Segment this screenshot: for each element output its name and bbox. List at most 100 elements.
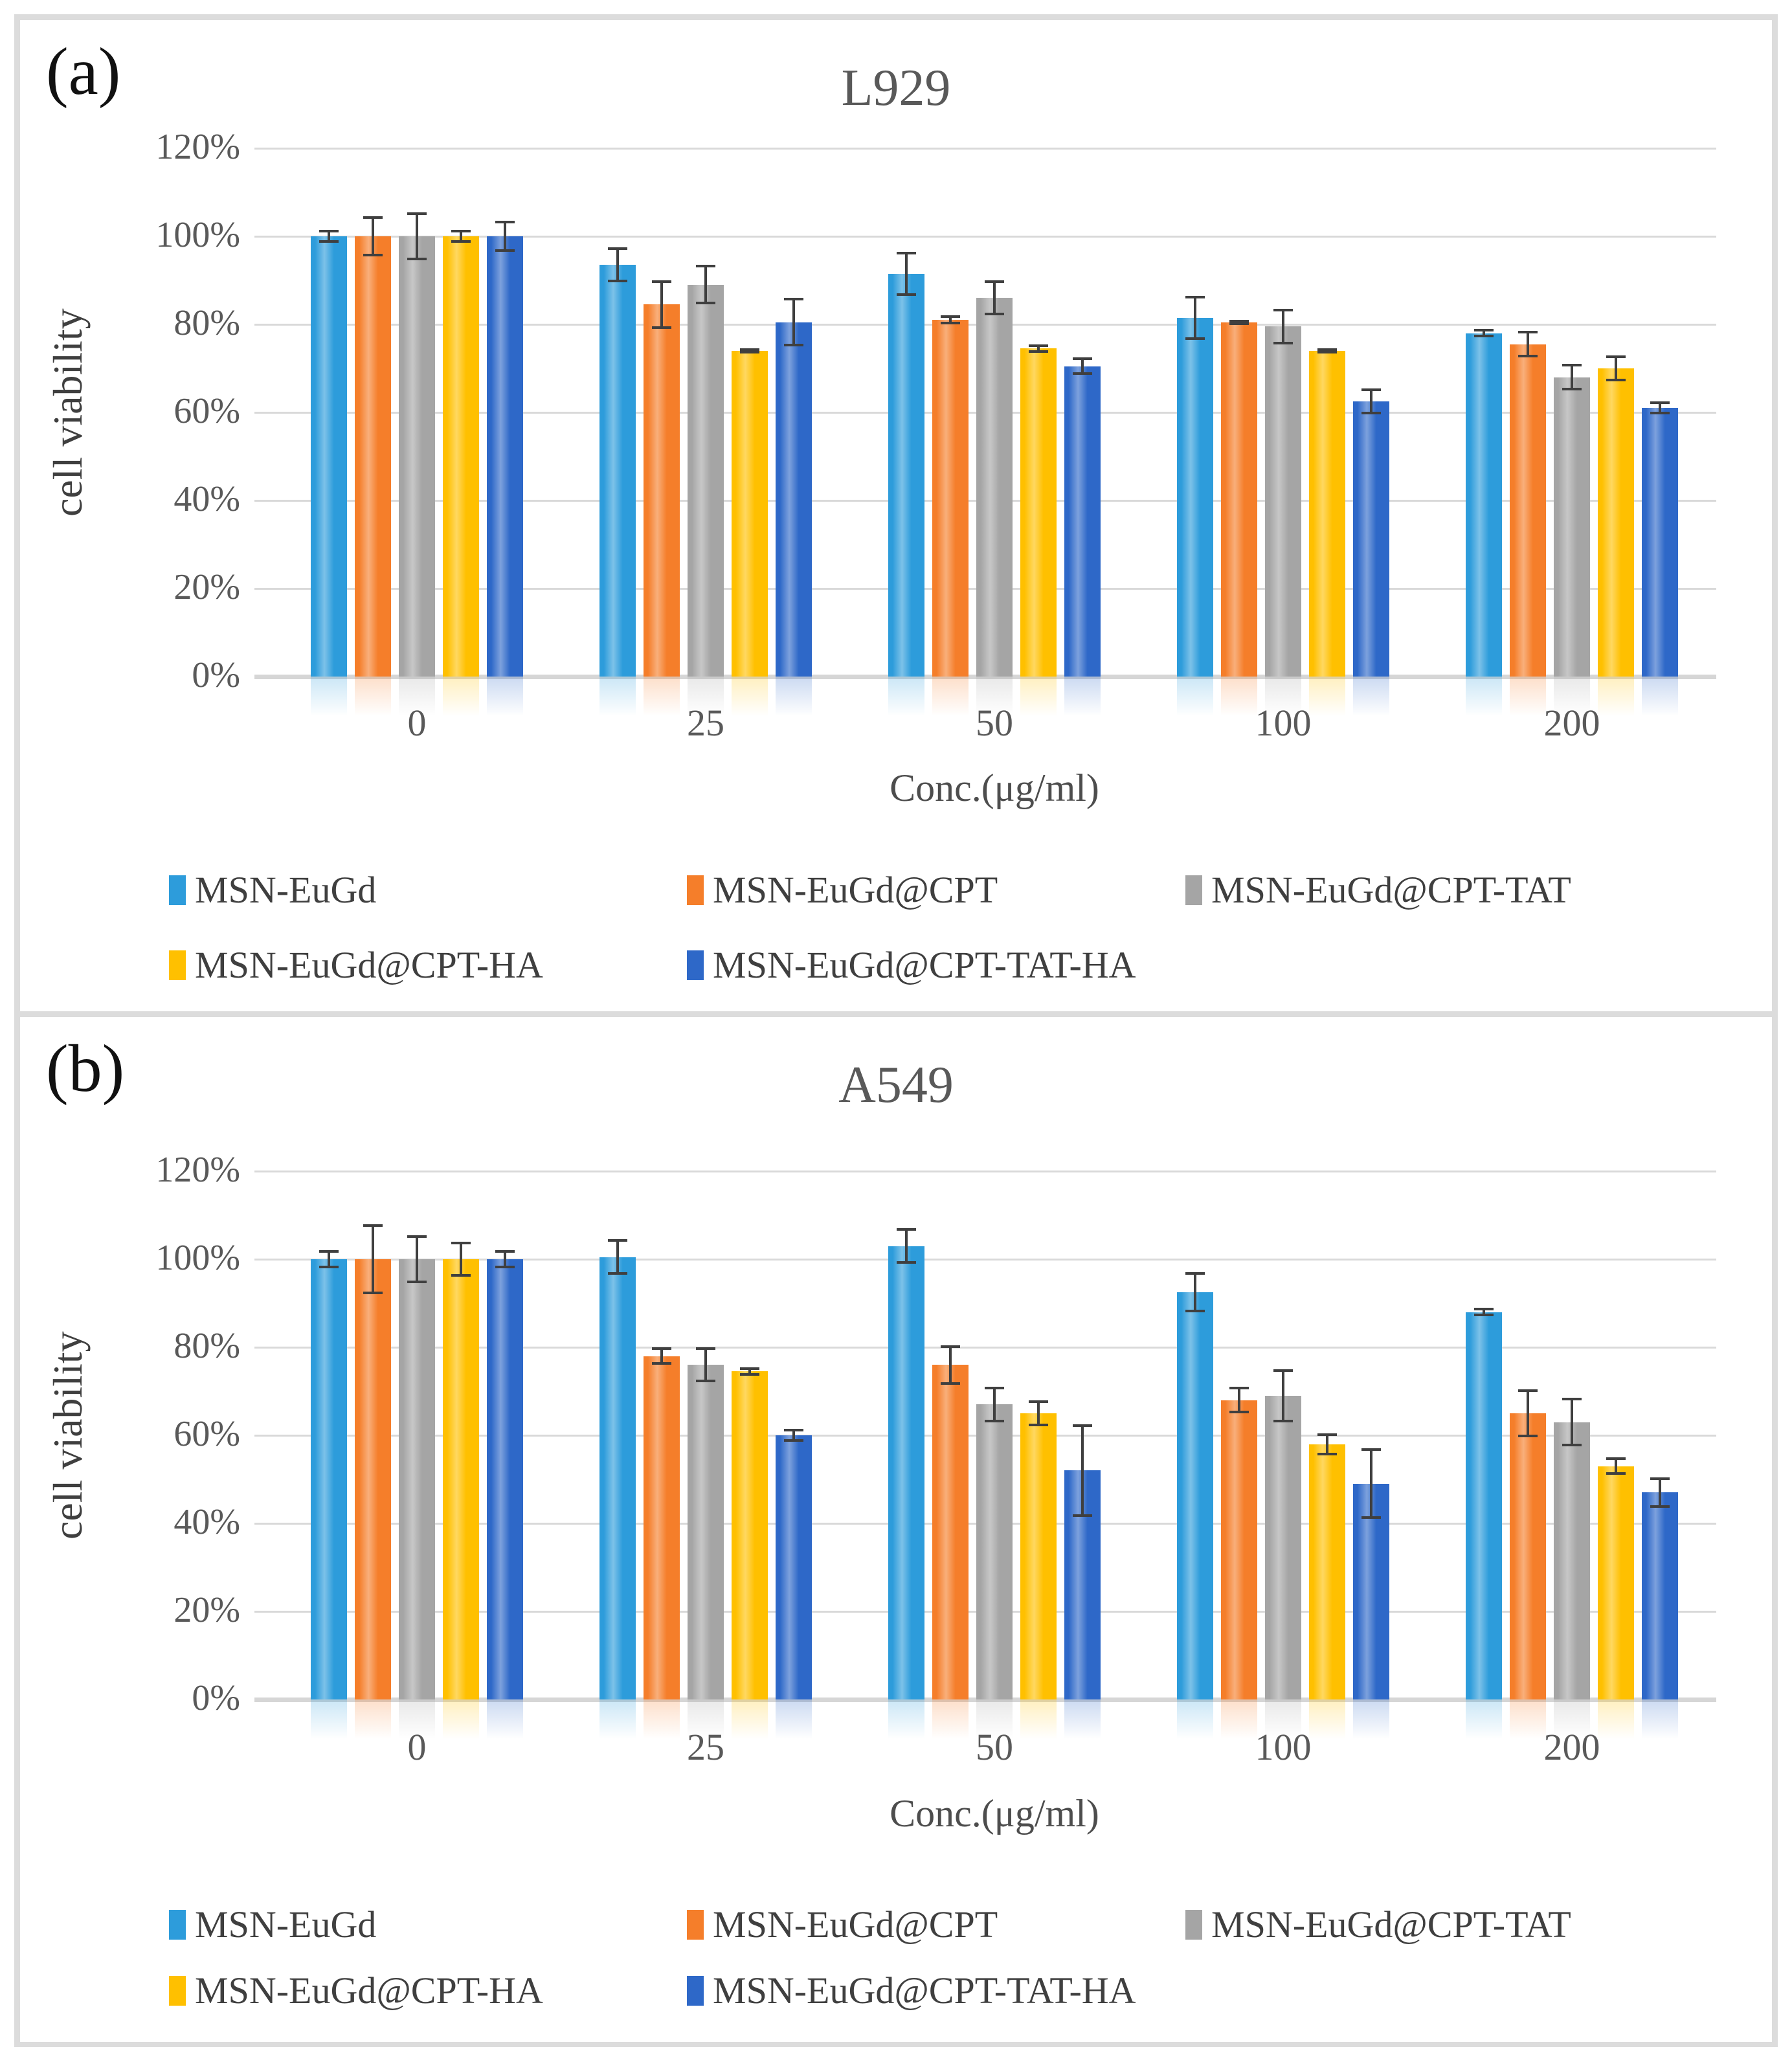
error-bar-line: [328, 229, 330, 243]
error-bar-cap: [740, 348, 759, 351]
y-tick-label: 100%: [155, 215, 240, 255]
legend-item: MSN-EuGd@CPT: [687, 1903, 998, 1946]
error-bar-cap: [652, 1362, 671, 1365]
x-tick-label: 200: [1543, 702, 1600, 744]
error-bar-cap: [407, 1281, 427, 1284]
legend-item: MSN-EuGd@CPT-TAT-HA: [687, 1969, 1136, 2012]
error-bar-line: [660, 1347, 663, 1365]
legend-item: MSN-EuGd@CPT-HA: [169, 1969, 543, 2012]
error-bar: [941, 315, 960, 324]
legend-row: MSN-EuGd@CPT-HA MSN-EuGd@CPT-TAT-HA: [169, 943, 1723, 989]
error-bar-cap: [319, 1250, 339, 1253]
error-bar-line: [1483, 328, 1485, 338]
bar: [1510, 331, 1546, 723]
gridline: [254, 236, 1716, 238]
error-bar-cap: [1606, 379, 1626, 382]
error-bar-cap: [1029, 350, 1048, 353]
bar: [1309, 1433, 1345, 1746]
legend-item: MSN-EuGd@CPT-TAT-HA: [687, 943, 1136, 987]
y-axis-ticks: 0% 20% 40% 60% 80% 100% 120%: [20, 127, 253, 695]
panel-divider: [14, 1011, 1778, 1017]
error-bar-cap: [1273, 1369, 1293, 1373]
error-bar: [1562, 364, 1582, 391]
error-bar: [1273, 309, 1293, 344]
bar: [1177, 1272, 1213, 1746]
bar: [1353, 1448, 1389, 1746]
y-tick-label: 40%: [174, 1502, 240, 1542]
x-tick-label: 50: [976, 1726, 1013, 1768]
y-tick-label: 40%: [174, 479, 240, 519]
legend-row: MSN-EuGd MSN-EuGd@CPT MSN-EuGd@CPT-TAT: [169, 868, 1723, 913]
error-bar: [941, 1345, 960, 1385]
error-bar-cap: [363, 1224, 383, 1227]
error-bar: [740, 348, 759, 353]
error-bar-line: [993, 1387, 996, 1422]
error-bar: [1029, 344, 1048, 353]
error-bar-line: [949, 315, 952, 324]
error-bar-cap: [1273, 1419, 1293, 1422]
bar-group-100: [1139, 1171, 1428, 1746]
x-axis-ticks: 0 25 50 100 200: [273, 701, 1716, 745]
error-bar-cap: [495, 221, 515, 224]
error-bar-line: [704, 1347, 707, 1383]
error-bar-line: [905, 251, 908, 296]
error-bar-cap: [897, 251, 916, 254]
error-bar-cap: [1474, 328, 1494, 331]
error-bar-cap: [941, 1382, 960, 1385]
legend-swatch: [687, 1975, 704, 2006]
bar: [976, 1387, 1013, 1746]
bar: [1554, 364, 1590, 723]
x-axis-line: [254, 1698, 1716, 1702]
error-bar-cap: [985, 313, 1004, 316]
error-bar-line: [748, 1367, 751, 1376]
error-bar-cap: [652, 1347, 671, 1350]
error-bar: [451, 1241, 471, 1277]
error-bar: [1229, 319, 1249, 325]
bar: [1064, 357, 1101, 723]
error-bar: [740, 1367, 759, 1376]
error-bar-cap: [407, 1235, 427, 1238]
error-bar-cap: [1650, 412, 1670, 415]
bar: [1221, 319, 1257, 723]
y-tick-label: 0%: [192, 1678, 240, 1718]
error-bar-line: [416, 1235, 418, 1284]
bar-group-25: [561, 1171, 850, 1746]
legend-label: MSN-EuGd@CPT: [713, 1903, 998, 1945]
y-tick-label: 120%: [155, 1150, 240, 1190]
error-bar-cap: [1474, 335, 1494, 338]
error-bar-cap: [1317, 348, 1337, 351]
error-bar: [1606, 355, 1626, 382]
error-bar-cap: [608, 247, 627, 251]
error-bar-line: [1037, 344, 1040, 353]
y-tick-label: 120%: [155, 127, 240, 167]
error-bar-cap: [1317, 1452, 1337, 1455]
error-bar: [985, 280, 1004, 316]
error-bar-cap: [1361, 1516, 1381, 1519]
error-bar-cap: [941, 1345, 960, 1348]
y-tick-label: 60%: [174, 391, 240, 431]
error-bar-cap: [495, 249, 515, 252]
error-bar-cap: [1474, 1307, 1494, 1310]
error-bar-cap: [1229, 322, 1249, 325]
error-bar-cap: [608, 280, 627, 283]
error-bar-cap: [1185, 1309, 1205, 1312]
error-bar-cap: [784, 344, 803, 347]
error-bar: [495, 1250, 515, 1268]
bar: [1598, 1457, 1634, 1746]
bar: [311, 229, 347, 723]
bar: [976, 280, 1013, 723]
bar: [1020, 344, 1057, 723]
error-bar-line: [460, 229, 462, 243]
error-bar: [608, 247, 627, 283]
error-bar: [784, 298, 803, 347]
error-bar: [1562, 1398, 1582, 1447]
error-bar-cap: [897, 293, 916, 296]
legend-swatch: [687, 950, 704, 980]
bar-groups: [273, 1171, 1716, 1746]
x-tick-label: 200: [1543, 1726, 1600, 1768]
error-bar-cap: [1029, 1424, 1048, 1427]
x-tick-label: 50: [976, 702, 1013, 744]
bar-group-100: [1139, 148, 1428, 723]
legend-label: MSN-EuGd@CPT: [713, 869, 998, 911]
legend-row: MSN-EuGd MSN-EuGd@CPT MSN-EuGd@CPT-TAT: [169, 1903, 1723, 1948]
